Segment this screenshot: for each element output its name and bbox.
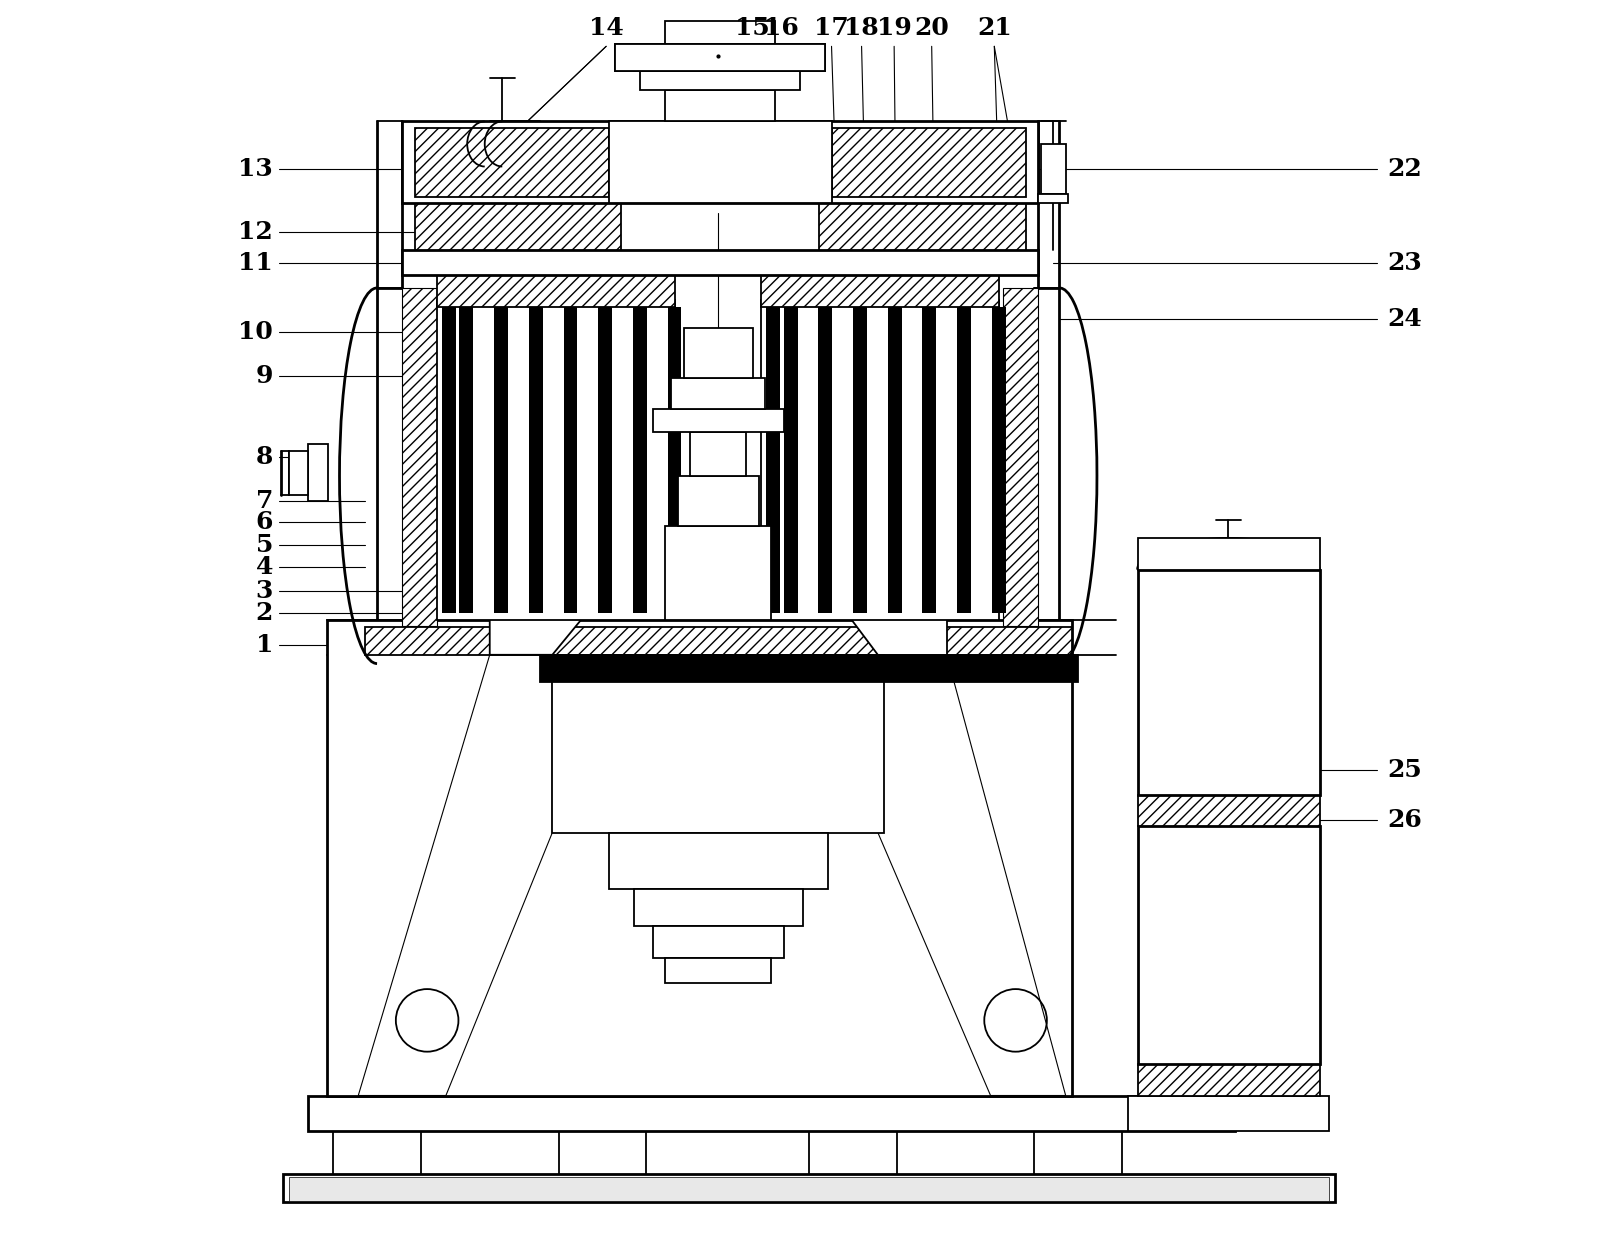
Bar bbox=[767, 307, 780, 613]
Text: 21: 21 bbox=[977, 16, 1011, 40]
Bar bbox=[832, 128, 1026, 197]
Bar bbox=[552, 655, 883, 833]
Bar bbox=[563, 307, 578, 613]
Bar bbox=[1003, 288, 1039, 626]
Bar bbox=[290, 451, 307, 495]
Text: 1: 1 bbox=[256, 632, 273, 657]
Bar bbox=[641, 71, 801, 90]
Bar bbox=[665, 21, 775, 44]
Text: 2: 2 bbox=[256, 601, 273, 626]
Bar bbox=[783, 307, 798, 613]
Bar bbox=[634, 889, 803, 926]
Text: 23: 23 bbox=[1387, 250, 1422, 275]
Bar bbox=[608, 833, 828, 889]
Bar bbox=[1139, 570, 1320, 795]
Text: 24: 24 bbox=[1387, 307, 1422, 332]
Bar bbox=[615, 44, 825, 71]
Text: 17: 17 bbox=[814, 16, 849, 40]
Bar bbox=[403, 288, 437, 626]
Text: 8: 8 bbox=[256, 444, 273, 470]
Bar bbox=[327, 620, 1071, 1096]
Text: 18: 18 bbox=[845, 16, 879, 40]
Polygon shape bbox=[490, 563, 628, 655]
Bar bbox=[307, 1096, 1235, 1131]
Bar bbox=[437, 300, 675, 620]
Bar bbox=[283, 1174, 1335, 1202]
Bar bbox=[290, 1177, 1328, 1201]
Bar bbox=[307, 444, 328, 501]
Text: 10: 10 bbox=[238, 319, 273, 344]
Text: 6: 6 bbox=[256, 510, 273, 535]
Text: 14: 14 bbox=[589, 16, 623, 40]
Bar bbox=[529, 307, 542, 613]
Bar bbox=[414, 128, 608, 197]
Bar bbox=[1039, 194, 1068, 203]
Text: 20: 20 bbox=[914, 16, 950, 40]
Bar bbox=[403, 250, 1039, 275]
Polygon shape bbox=[809, 563, 947, 655]
Text: 19: 19 bbox=[877, 16, 911, 40]
Bar bbox=[652, 409, 785, 432]
Bar bbox=[1139, 826, 1320, 1064]
Bar bbox=[1139, 538, 1320, 570]
Text: 4: 4 bbox=[256, 555, 273, 580]
Bar bbox=[762, 275, 1000, 307]
Bar bbox=[668, 307, 681, 613]
Text: 9: 9 bbox=[256, 363, 273, 388]
Bar bbox=[809, 1131, 896, 1174]
Bar bbox=[665, 526, 772, 620]
Text: 5: 5 bbox=[256, 532, 273, 557]
Bar bbox=[1139, 1064, 1320, 1096]
Bar bbox=[665, 90, 775, 121]
Text: 25: 25 bbox=[1387, 757, 1422, 782]
Text: 11: 11 bbox=[238, 250, 273, 275]
Bar bbox=[992, 307, 1005, 613]
Bar bbox=[364, 627, 1071, 655]
Bar bbox=[493, 307, 508, 613]
Bar bbox=[414, 203, 621, 250]
Bar bbox=[819, 307, 832, 613]
Text: 3: 3 bbox=[256, 578, 273, 603]
Text: 22: 22 bbox=[1387, 156, 1422, 182]
Bar bbox=[689, 432, 746, 476]
Bar bbox=[652, 926, 785, 958]
Text: 15: 15 bbox=[735, 16, 770, 40]
Text: 7: 7 bbox=[256, 488, 273, 513]
Bar bbox=[599, 307, 612, 613]
Bar bbox=[558, 1131, 646, 1174]
Bar bbox=[615, 44, 825, 71]
Text: 26: 26 bbox=[1387, 808, 1422, 833]
Bar bbox=[608, 121, 832, 203]
Bar bbox=[678, 476, 759, 526]
Bar bbox=[403, 121, 1039, 203]
Bar bbox=[1034, 1131, 1121, 1174]
Text: 12: 12 bbox=[238, 219, 273, 244]
Bar bbox=[442, 307, 456, 613]
Bar bbox=[333, 1131, 421, 1174]
Bar bbox=[922, 307, 937, 613]
Text: 13: 13 bbox=[238, 156, 273, 182]
Bar bbox=[540, 655, 1078, 682]
Bar bbox=[671, 378, 765, 409]
Bar bbox=[633, 307, 647, 613]
Text: 16: 16 bbox=[764, 16, 799, 40]
Bar bbox=[460, 307, 474, 613]
Bar bbox=[1139, 795, 1320, 826]
Bar bbox=[665, 958, 772, 983]
Bar bbox=[1128, 1096, 1328, 1131]
Bar bbox=[762, 300, 1000, 620]
Bar bbox=[853, 307, 867, 613]
Bar bbox=[888, 307, 901, 613]
Bar bbox=[819, 203, 1026, 250]
Bar bbox=[958, 307, 971, 613]
Bar bbox=[437, 275, 675, 307]
Bar bbox=[684, 328, 752, 378]
Bar bbox=[1040, 144, 1066, 194]
